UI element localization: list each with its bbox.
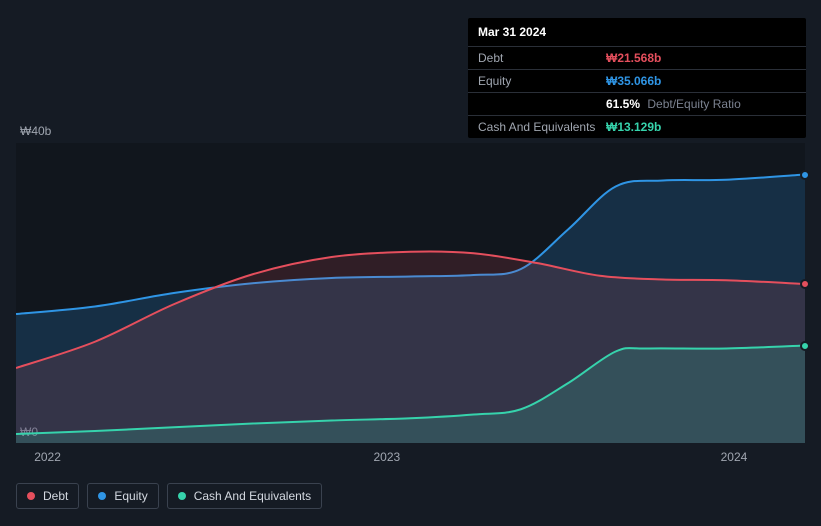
tooltip-row-value: ₩35.066b — [606, 74, 661, 88]
tooltip-row: Debt₩21.568b — [468, 47, 806, 70]
tooltip-row-label — [478, 97, 606, 111]
tooltip-row-value: ₩13.129b — [606, 120, 661, 134]
x-axis-label: 2024 — [721, 450, 748, 464]
tooltip-row: 61.5% Debt/Equity Ratio — [468, 93, 806, 116]
y-axis-max-label: ₩40b — [20, 124, 51, 138]
chart-svg — [16, 143, 805, 443]
series-end-marker-debt — [800, 279, 810, 289]
chart-tooltip: Mar 31 2024 Debt₩21.568bEquity₩35.066b61… — [468, 18, 806, 138]
chart-plot-area[interactable] — [16, 143, 805, 443]
x-axis-label: 2022 — [34, 450, 61, 464]
tooltip-row-label: Debt — [478, 51, 606, 65]
tooltip-row-value: ₩21.568b — [606, 51, 661, 65]
tooltip-date: Mar 31 2024 — [468, 18, 806, 47]
tooltip-row-suffix: Debt/Equity Ratio — [644, 97, 741, 111]
series-end-marker-cash — [800, 341, 810, 351]
tooltip-row: Cash And Equivalents₩13.129b — [468, 116, 806, 138]
legend-item-equity[interactable]: Equity — [87, 483, 158, 509]
legend-item-label: Equity — [114, 489, 147, 503]
legend-dot-icon — [98, 492, 106, 500]
legend-item-debt[interactable]: Debt — [16, 483, 79, 509]
legend-dot-icon — [27, 492, 35, 500]
legend-item-label: Debt — [43, 489, 68, 503]
tooltip-row-value: 61.5% Debt/Equity Ratio — [606, 97, 741, 111]
tooltip-rows: Debt₩21.568bEquity₩35.066b61.5% Debt/Equ… — [468, 47, 806, 138]
x-axis-label: 2023 — [373, 450, 400, 464]
legend-item-cash-and-equivalents[interactable]: Cash And Equivalents — [167, 483, 322, 509]
legend-dot-icon — [178, 492, 186, 500]
tooltip-row: Equity₩35.066b — [468, 70, 806, 93]
chart-legend: Debt Equity Cash And Equivalents — [16, 483, 322, 509]
legend-item-label: Cash And Equivalents — [194, 489, 311, 503]
series-end-marker-equity — [800, 170, 810, 180]
x-axis-labels: 2022 2023 2024 — [16, 450, 805, 470]
tooltip-row-label: Equity — [478, 74, 606, 88]
tooltip-row-label: Cash And Equivalents — [478, 120, 606, 134]
